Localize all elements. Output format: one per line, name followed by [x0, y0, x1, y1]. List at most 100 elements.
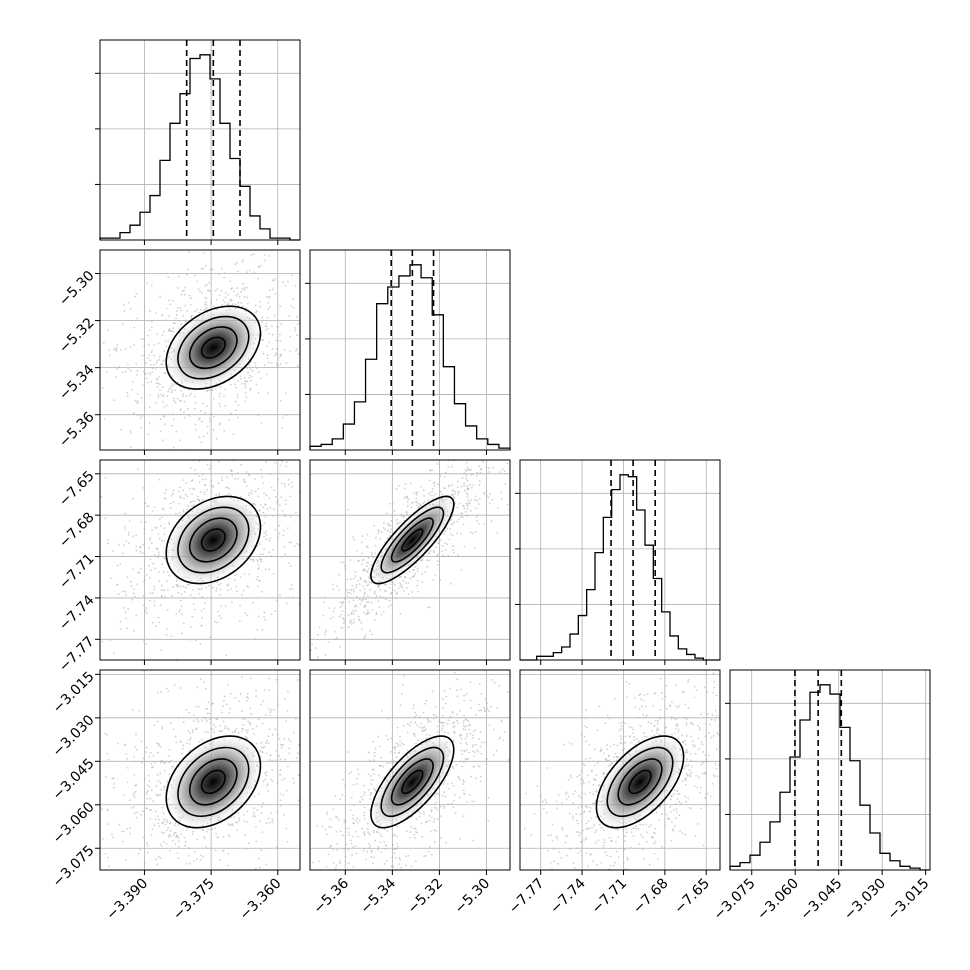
- sample-point: [347, 626, 350, 629]
- sample-point: [695, 774, 698, 777]
- sample-point: [352, 588, 355, 591]
- sample-point: [270, 873, 272, 875]
- sample-point: [459, 532, 462, 535]
- sample-point: [694, 834, 697, 837]
- sample-point: [271, 514, 274, 517]
- sample-point: [734, 763, 736, 765]
- sample-point: [230, 456, 232, 458]
- sample-point: [478, 497, 481, 500]
- sample-point: [620, 742, 623, 745]
- sample-point: [224, 301, 226, 304]
- sample-point: [715, 694, 718, 697]
- sample-point: [175, 835, 178, 838]
- sample-point: [454, 651, 456, 653]
- sample-point: [205, 301, 208, 303]
- sample-point: [419, 812, 422, 815]
- sample-point: [165, 489, 168, 491]
- sample-point: [352, 536, 354, 539]
- sample-point: [183, 411, 185, 414]
- sample-point: [617, 856, 620, 859]
- sample-point: [336, 849, 339, 851]
- sample-point: [377, 831, 379, 834]
- sample-point: [150, 284, 153, 287]
- sample-point: [227, 853, 230, 856]
- sample-point: [583, 782, 585, 785]
- sample-point: [246, 380, 249, 383]
- sample-point: [652, 704, 655, 707]
- sample-point: [452, 551, 455, 554]
- contour-line: [200, 769, 226, 795]
- sample-point: [628, 682, 631, 685]
- sample-point: [485, 490, 488, 492]
- sample-point: [694, 752, 697, 755]
- sample-point: [386, 522, 389, 525]
- sample-point: [270, 778, 273, 781]
- sample-point: [377, 774, 380, 777]
- sample-point: [681, 832, 684, 835]
- panel-frame: [309, 669, 511, 871]
- sample-point: [121, 840, 124, 843]
- sample-point: [251, 375, 253, 378]
- sample-point: [576, 775, 579, 778]
- sample-point: [364, 580, 367, 583]
- sample-point: [329, 818, 332, 821]
- sample-point: [413, 733, 416, 736]
- sample-point: [190, 314, 193, 317]
- sample-point: [173, 885, 175, 887]
- sample-point: [637, 740, 640, 743]
- sample-point: [677, 705, 680, 707]
- sample-point: [284, 485, 287, 488]
- sample-point: [592, 860, 594, 863]
- sample-point: [193, 500, 196, 503]
- sample-point: [433, 807, 436, 809]
- sample-point: [307, 232, 309, 234]
- sample-point: [439, 837, 442, 840]
- sample-point: [153, 554, 156, 557]
- sample-point: [361, 585, 364, 588]
- sample-point: [705, 760, 708, 763]
- sample-point: [399, 582, 401, 585]
- sample-point: [163, 540, 165, 542]
- sample-point: [492, 754, 495, 756]
- sample-point: [724, 771, 726, 773]
- sample-point: [188, 739, 191, 741]
- sample-point: [383, 841, 386, 843]
- density-shading: [163, 733, 263, 830]
- sample-point: [318, 227, 320, 229]
- sample-point: [331, 583, 334, 586]
- sample-point: [153, 343, 156, 346]
- sample-point: [241, 288, 244, 290]
- sample-point: [117, 742, 119, 745]
- sample-point: [444, 795, 447, 798]
- sample-point: [151, 509, 154, 512]
- sample-point: [161, 539, 163, 542]
- sample-point: [366, 570, 369, 572]
- sample-point: [192, 720, 195, 722]
- sample-point: [141, 552, 144, 555]
- sample-point: [271, 818, 274, 821]
- sample-point: [472, 734, 475, 737]
- sample-point: [199, 642, 202, 645]
- sample-point: [379, 538, 382, 540]
- sample-point: [443, 791, 445, 794]
- sample-point: [630, 741, 633, 744]
- sample-point: [172, 397, 175, 400]
- sample-point: [733, 725, 735, 727]
- contour-line: [380, 746, 445, 818]
- sample-point: [469, 468, 472, 471]
- sample-point: [593, 928, 595, 930]
- sample-point: [257, 414, 260, 417]
- sample-point: [496, 707, 498, 710]
- histogram-step: [309, 264, 511, 450]
- sample-point: [100, 495, 102, 498]
- sample-point: [185, 395, 187, 397]
- sample-point: [268, 568, 271, 571]
- sample-point: [704, 735, 707, 738]
- sample-point: [301, 288, 303, 290]
- sample-point: [200, 624, 203, 627]
- sample-point: [414, 827, 417, 830]
- sample-point: [260, 751, 263, 753]
- sample-point: [316, 299, 318, 301]
- sample-point: [341, 601, 344, 604]
- sample-point: [479, 731, 482, 734]
